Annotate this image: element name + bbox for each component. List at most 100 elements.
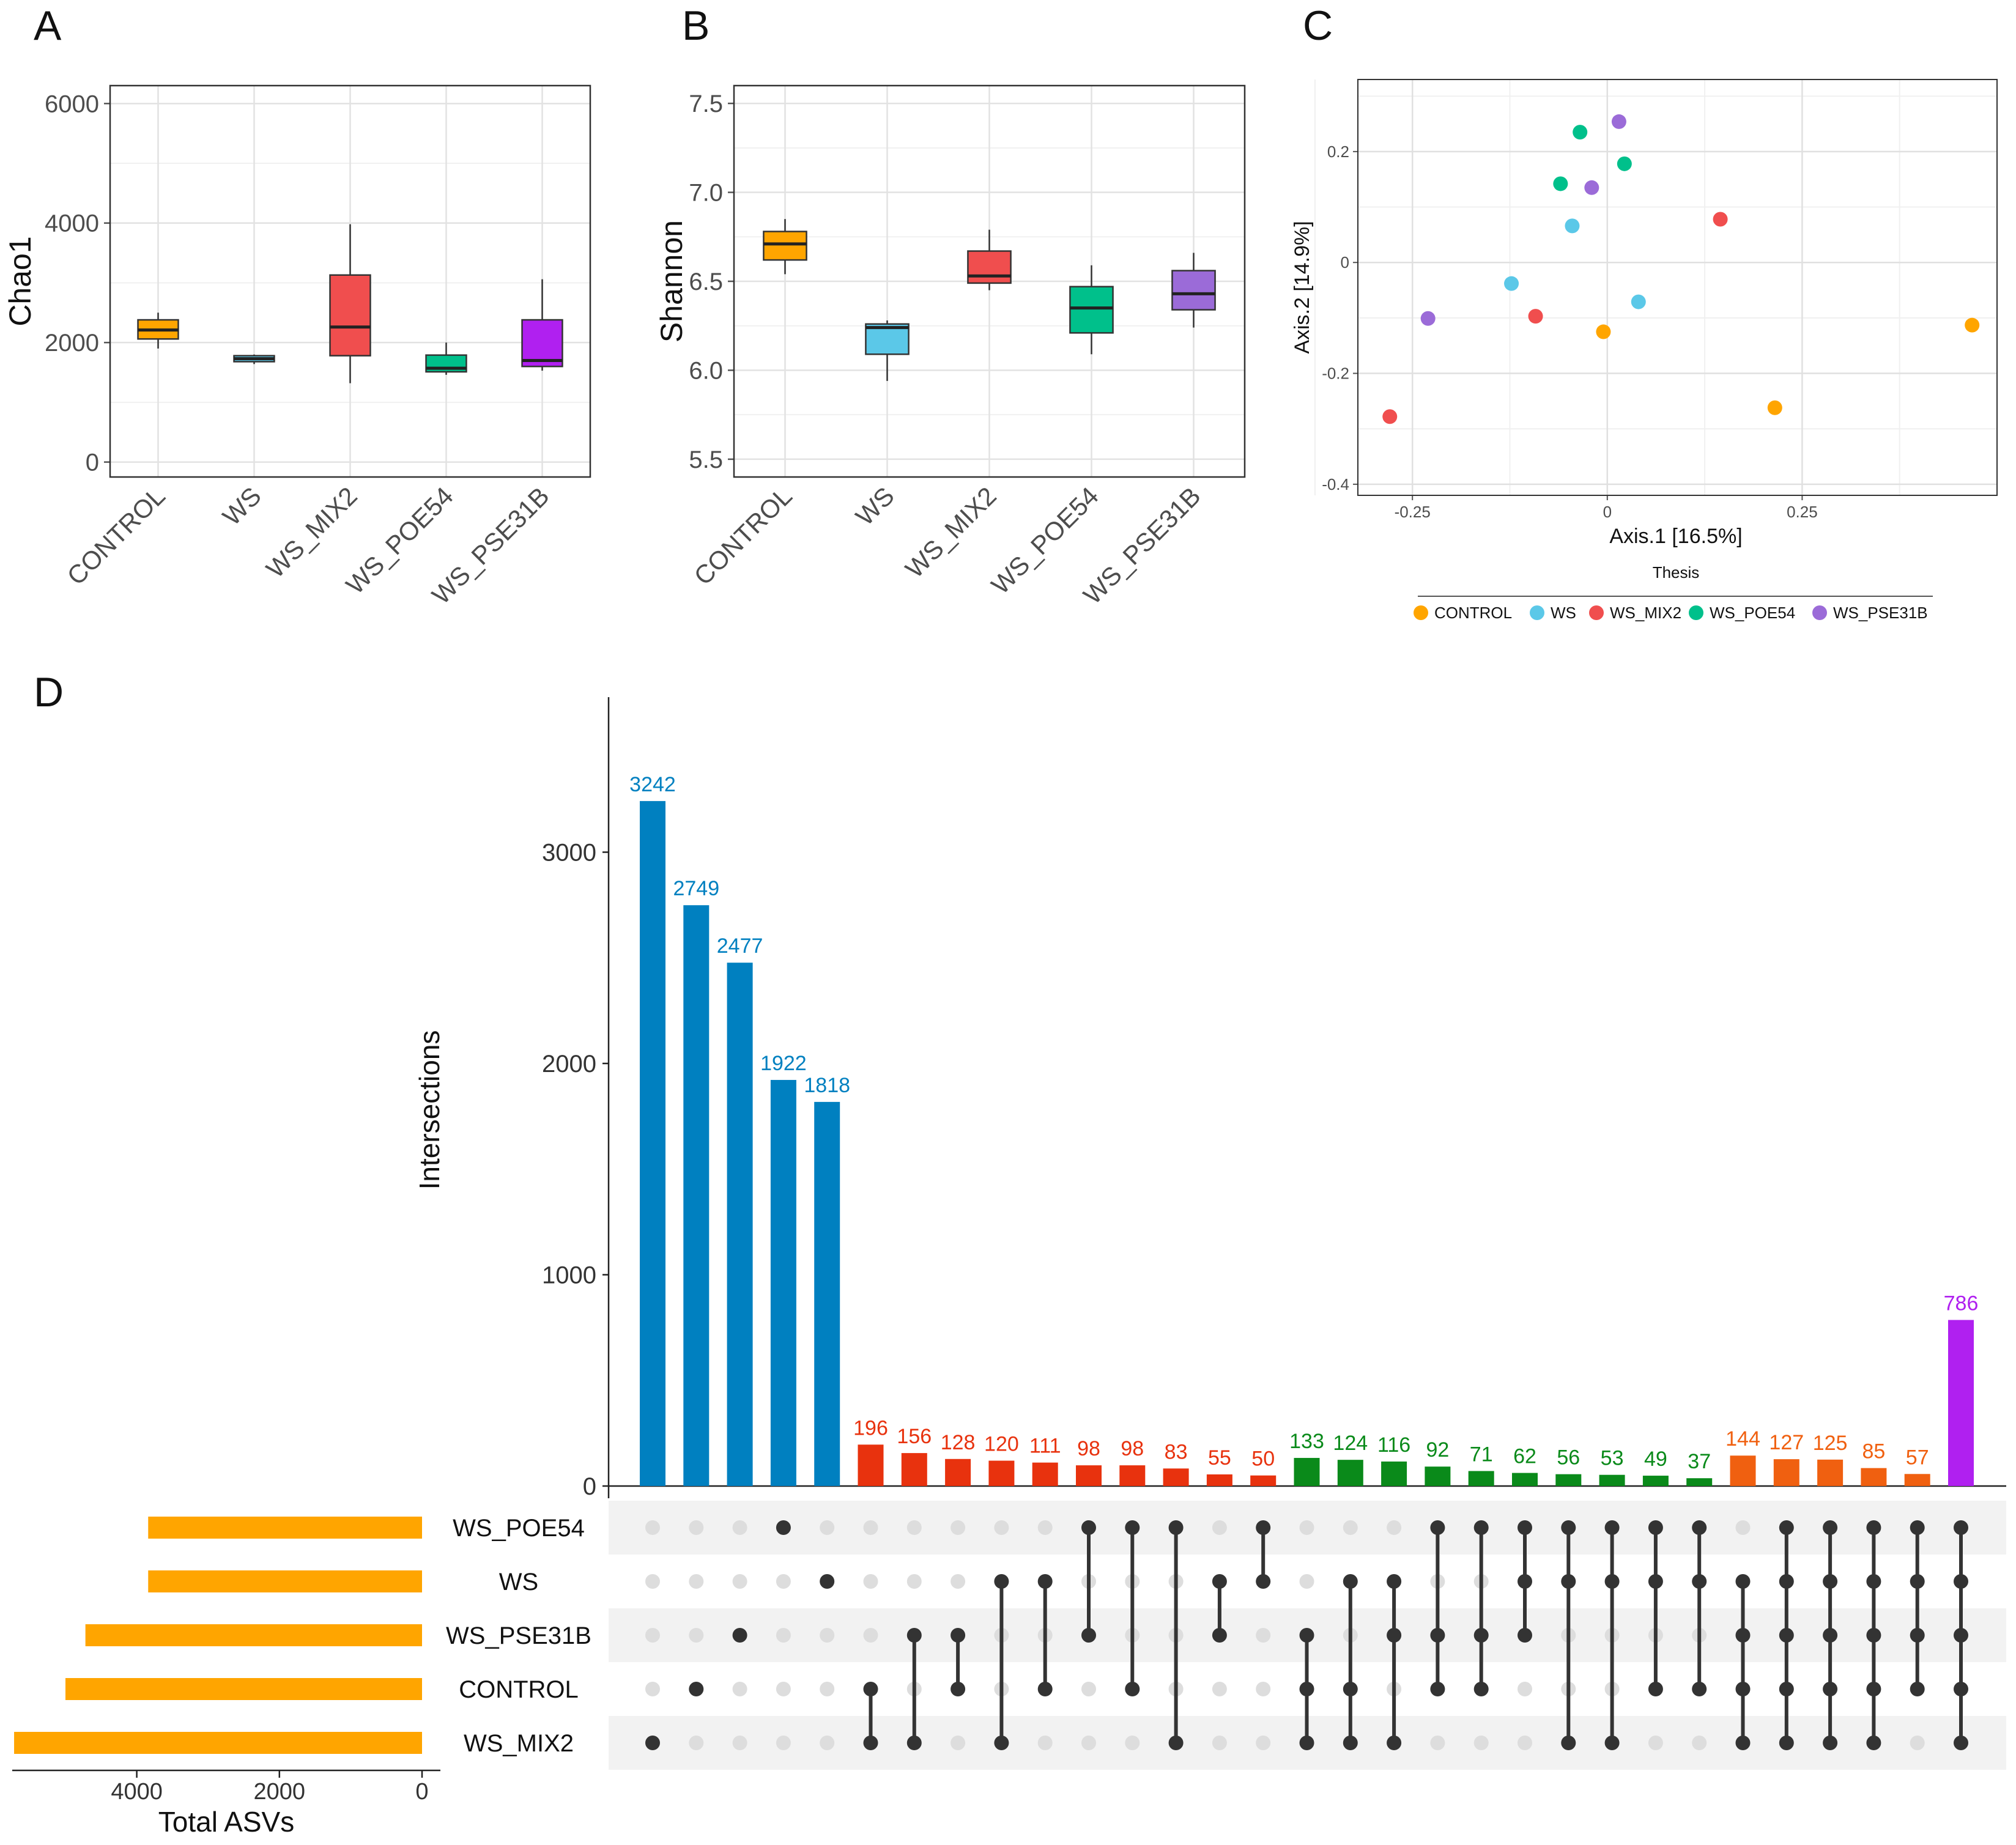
bar-value-label: 37 — [1688, 1450, 1711, 1473]
bar-value-label: 2749 — [673, 877, 719, 900]
legend-key-ws_poe54 — [1689, 605, 1703, 620]
totals-axis-title: Total ASVs — [158, 1806, 294, 1838]
matrix-dot-on — [1473, 1628, 1489, 1643]
matrix-dot-off — [732, 1736, 747, 1750]
set-total-bar — [85, 1624, 422, 1646]
matrix-dot-on — [1779, 1574, 1794, 1589]
matrix-dot-off — [1037, 1520, 1053, 1535]
legend-label: WS — [1551, 604, 1576, 622]
matrix-dot-on — [906, 1628, 922, 1643]
matrix-dot-off — [776, 1682, 791, 1696]
matrix-dot-on — [1823, 1628, 1838, 1643]
matrix-dot-on — [1648, 1574, 1663, 1589]
matrix-dot-off — [1081, 1736, 1096, 1750]
bar-value-label: 57 — [1906, 1446, 1929, 1469]
legend-label: WS_POE54 — [1710, 604, 1795, 622]
matrix-dot-on — [1561, 1520, 1576, 1535]
matrix-dot-off — [820, 1682, 835, 1696]
point-control — [1965, 317, 1980, 333]
point-ws_pse31b — [1584, 180, 1599, 195]
matrix-dot-off — [776, 1736, 791, 1750]
panel-label-d: D — [34, 669, 64, 715]
matrix-dot-off — [1648, 1736, 1663, 1750]
x-tick-label: WS — [217, 481, 267, 531]
y-tick-label: 0 — [583, 1473, 596, 1500]
matrix-dot-off — [906, 1574, 922, 1589]
bar-red — [1119, 1465, 1146, 1486]
bar-value-label: 124 — [1333, 1432, 1368, 1455]
matrix-dot-on — [1648, 1520, 1663, 1535]
matrix-dot-off — [951, 1520, 966, 1535]
matrix-dot-on — [1692, 1520, 1707, 1535]
point-ws — [1504, 276, 1519, 291]
set-label: WS_POE54 — [453, 1515, 585, 1542]
matrix-dot-off — [1081, 1682, 1096, 1696]
legend-label: WS_PSE31B — [1833, 604, 1928, 622]
matrix-dot-off — [1037, 1736, 1053, 1750]
matrix-dot-on — [1779, 1628, 1794, 1643]
matrix-dot-on — [1518, 1520, 1532, 1535]
set-total-bar — [65, 1678, 422, 1700]
matrix-dot-on — [1604, 1736, 1620, 1750]
point-control — [1767, 400, 1782, 415]
bar-purple — [1948, 1320, 1974, 1486]
set-label: WS_MIX2 — [464, 1730, 574, 1757]
matrix-dot-off — [1387, 1520, 1402, 1535]
matrix-dot-on — [1343, 1682, 1358, 1696]
matrix-dot-off — [732, 1574, 747, 1589]
set-label: WS — [499, 1569, 538, 1595]
matrix-dot-off — [1735, 1520, 1751, 1535]
bar-green — [1686, 1478, 1713, 1486]
bar-orange — [1904, 1474, 1930, 1486]
matrix-dot-off — [645, 1628, 660, 1643]
bar-value-label: 56 — [1557, 1446, 1580, 1470]
matrix-dot-off — [1256, 1682, 1271, 1696]
matrix-dot-on — [1648, 1682, 1663, 1696]
y-tick-label: 2000 — [542, 1051, 596, 1078]
bar-green — [1512, 1473, 1538, 1486]
x-tick-label: WS_MIX2 — [900, 481, 1002, 583]
bar-blue — [770, 1079, 796, 1486]
legend-label: WS_MIX2 — [1610, 604, 1681, 622]
matrix-dot-on — [1779, 1520, 1794, 1535]
matrix-dot-off — [1256, 1628, 1271, 1643]
legend-key-control — [1414, 605, 1428, 620]
matrix-dot-off — [645, 1682, 660, 1696]
x-tick-label: 0 — [1603, 503, 1612, 521]
matrix-dot-off — [863, 1628, 878, 1643]
matrix-dot-on — [1081, 1628, 1096, 1643]
legend-key-ws_mix2 — [1589, 605, 1604, 620]
matrix-dot-off — [863, 1520, 878, 1535]
y-tick-label: 6.0 — [689, 357, 723, 384]
matrix-dot-on — [1212, 1628, 1227, 1643]
matrix-dot-on — [1735, 1736, 1751, 1750]
plot-border — [733, 84, 1246, 478]
matrix-dot-on — [1604, 1520, 1620, 1535]
matrix-dot-off — [1256, 1736, 1271, 1750]
matrix-dot-on — [1561, 1736, 1576, 1750]
y-tick-label: 7.5 — [689, 91, 723, 117]
y-tick-label: 7.0 — [689, 180, 723, 207]
y-tick-label: 5.5 — [689, 446, 723, 473]
matrix-dot-on — [1604, 1574, 1620, 1589]
set-total-bar — [148, 1570, 423, 1592]
matrix-dot-on — [1343, 1736, 1358, 1750]
bar-blue — [683, 905, 710, 1486]
x-tick-label: CONTROL — [688, 481, 797, 590]
matrix-dot-off — [863, 1574, 878, 1589]
matrix-dot-off — [776, 1628, 791, 1643]
y-tick-label: 2000 — [45, 330, 99, 357]
x-tick-label: CONTROL — [61, 481, 170, 590]
bar-red — [1206, 1474, 1232, 1486]
matrix-dot-on — [1823, 1736, 1838, 1750]
matrix-dot-on — [1866, 1574, 1881, 1589]
plot-border — [109, 84, 591, 478]
x-tick-label: 0.25 — [1787, 503, 1818, 521]
bar-red — [1250, 1475, 1277, 1486]
upset-plot: 0 1000 2000 3000 Intersections 3242 2749 2477 19… — [12, 697, 2006, 1838]
matrix-dot-off — [951, 1736, 966, 1750]
legend-label: CONTROL — [1434, 604, 1512, 622]
matrix-dot-on — [863, 1736, 878, 1750]
